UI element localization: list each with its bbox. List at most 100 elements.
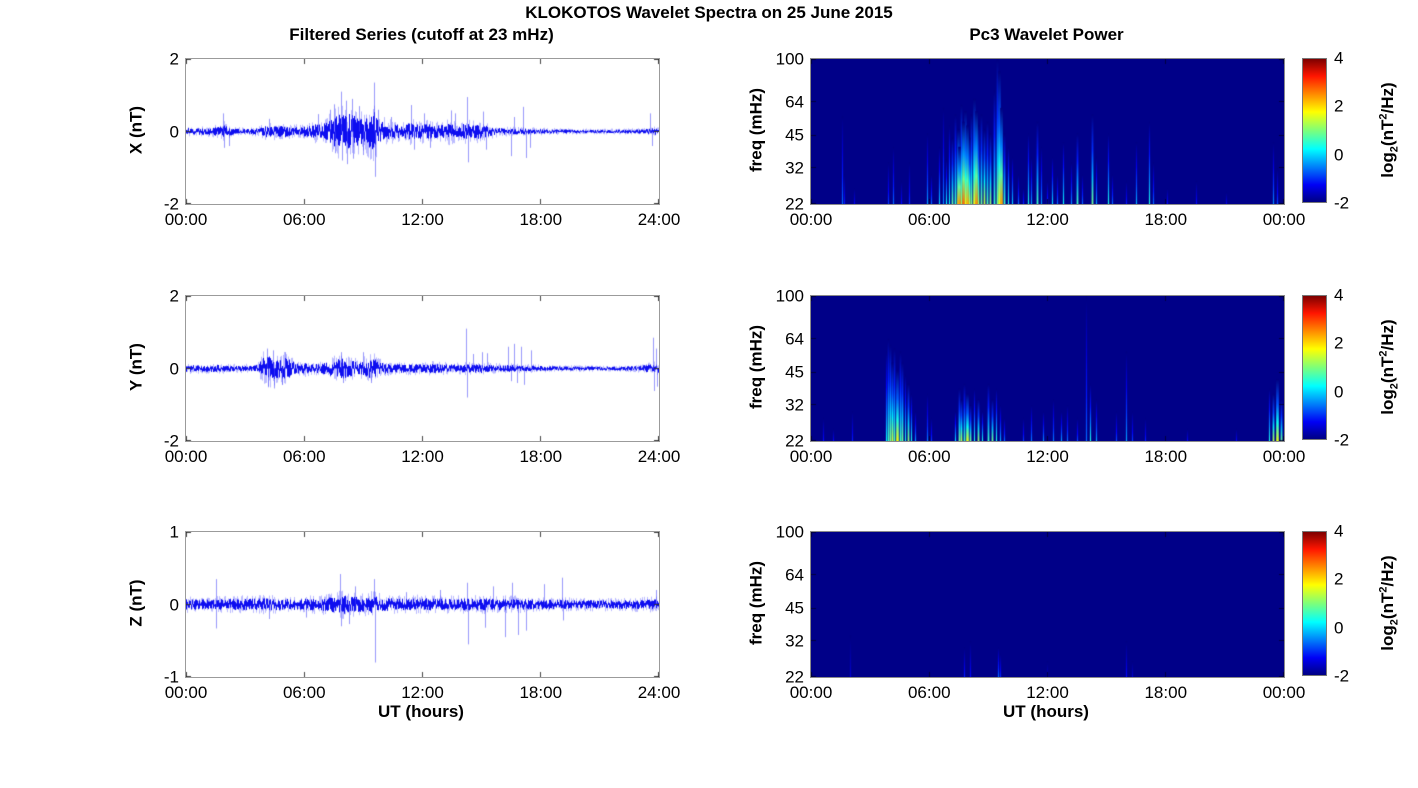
freq-tick-label: 32 <box>785 395 804 415</box>
x-axis-tick-label: 00:00 <box>789 683 833 702</box>
colorbar-label-text: log <box>1378 389 1398 415</box>
y-axis-tick-label: 0 <box>169 359 179 378</box>
colorbar-gradient <box>1302 295 1327 440</box>
colorbar-tick-label: 4 <box>1334 521 1344 541</box>
colorbar-tick-label: -2 <box>1334 193 1350 213</box>
colorbar-label-sup: 2 <box>1377 350 1390 357</box>
x-axis-tick-label: 06:00 <box>907 683 951 702</box>
x-axis-tick-label: 00:00 <box>1262 447 1306 466</box>
colorbar-tick-label: 0 <box>1334 382 1344 402</box>
freq-tick-label: 64 <box>785 92 804 112</box>
y-axis-tick-label: 2 <box>169 286 179 306</box>
colorbar-label-text: /Hz) <box>1378 319 1398 351</box>
freq-ylabel: freq (mHz) <box>746 324 766 410</box>
freq-tick-label: 100 <box>775 49 804 69</box>
left-column-title: Filtered Series (cutoff at 23 mHz) <box>289 25 554 44</box>
y-axis-tick-label: -2 <box>163 431 179 451</box>
x-series-panel: 2 0 -2 00:00 06:00 12:00 18:00 24:00 <box>164 51 680 229</box>
figure-title: KLOKOTOS Wavelet Spectra on 25 June 2015 <box>525 3 893 22</box>
colorbar-label-text: /Hz) <box>1378 82 1398 114</box>
colorbar-tick-label: -2 <box>1334 430 1350 450</box>
colorbar-tick-label: 2 <box>1334 333 1344 353</box>
y-axis-tick-label: -1 <box>163 667 179 687</box>
colorbar-tick-label: -2 <box>1334 666 1350 686</box>
colorbar-tick-label: 4 <box>1334 48 1344 68</box>
colorbar-label-text: (nT <box>1378 356 1398 384</box>
y-axis-tick-label: 1 <box>169 522 179 542</box>
freq-tick-label: 45 <box>785 598 804 618</box>
z-spectrogram-plot <box>811 532 1284 677</box>
x-axis-tick-label: 00:00 <box>1262 210 1306 229</box>
colorbar-label-text: log <box>1378 152 1398 178</box>
colorbar-gradient <box>1302 531 1327 676</box>
x-axis-tick-label: 12:00 <box>1026 447 1069 466</box>
x-axis-tick-label: 12:00 <box>1026 210 1069 229</box>
freq-tick-label: 64 <box>785 329 804 349</box>
freq-tick-label: 32 <box>785 631 804 651</box>
freq-tick-label: 22 <box>785 667 804 687</box>
colorbar-label-sub: 2 <box>1388 619 1401 626</box>
x-axis-tick-label: 24:00 <box>637 683 681 702</box>
x-axis-tick-label: 00:00 <box>164 210 208 229</box>
colorbar-label-sup: 2 <box>1377 113 1390 120</box>
colorbar-tick-label: 4 <box>1334 285 1344 305</box>
x-axis-tick-label: 24:00 <box>637 210 681 229</box>
freq-tick-label: 100 <box>775 286 804 306</box>
x-axis-tick-label: 12:00 <box>401 683 444 702</box>
freq-tick-label: 45 <box>785 362 804 382</box>
freq-tick-label: 22 <box>785 194 804 214</box>
colorbar-label-text: (nT <box>1378 119 1398 147</box>
y-spectrogram-panel: 100 64 45 32 22 00:00 06:00 12:00 18:00 … <box>776 288 1306 466</box>
x-axis-tick-label: 06:00 <box>282 683 326 702</box>
z-series-plot <box>186 532 659 677</box>
colorbar-tick-label: 0 <box>1334 145 1344 165</box>
x-axis-tick-label: 00:00 <box>1262 683 1306 702</box>
y-axis-tick-label: 0 <box>169 122 179 141</box>
x-axis-tick-label: 06:00 <box>282 210 326 229</box>
x-axis-tick-label: 18:00 <box>1144 447 1188 466</box>
y-series-plot <box>186 296 659 441</box>
x-axis-tick-label: 06:00 <box>282 447 326 466</box>
freq-ylabel: freq (mHz) <box>746 87 766 173</box>
x-axis-tick-label: 12:00 <box>401 210 444 229</box>
x-axis-tick-label: 12:00 <box>401 447 444 466</box>
colorbar-tick-label: 2 <box>1334 569 1344 589</box>
colorbar: 4 2 0 -2 <box>1302 523 1349 685</box>
x-series-ylabel: X (nT) <box>126 105 146 155</box>
colorbar-label-sup: 2 <box>1377 586 1390 593</box>
colorbar-label-text: (nT <box>1378 592 1398 620</box>
z-spectrogram-panel: 100 64 45 32 22 00:00 06:00 12:00 18:00 … <box>776 524 1306 702</box>
z-series-panel: 1 0 -1 00:00 06:00 12:00 18:00 24:00 <box>164 524 680 702</box>
colorbar-tick-label: 2 <box>1334 96 1344 116</box>
x-axis-tick-label: 18:00 <box>519 447 563 466</box>
freq-tick-label: 45 <box>785 125 804 145</box>
y-series-panel: 2 0 -2 00:00 06:00 12:00 18:00 24:00 <box>164 288 680 466</box>
colorbar-tick-label: 0 <box>1334 618 1344 638</box>
x-axis-tick-label: 06:00 <box>907 447 951 466</box>
colorbar-label-text: log <box>1378 625 1398 651</box>
y-axis-tick-label: -2 <box>163 194 179 214</box>
y-spectrogram-plot <box>811 296 1284 441</box>
x-spectrogram-panel: 100 64 45 32 22 00:00 06:00 12:00 18:00 … <box>776 51 1306 229</box>
x-axis-tick-label: 18:00 <box>519 210 563 229</box>
y-axis-tick-label: 0 <box>169 595 179 614</box>
x-axis-tick-label: 12:00 <box>1026 683 1069 702</box>
x-spectrogram-plot <box>811 59 1284 204</box>
freq-tick-label: 64 <box>785 565 804 585</box>
colorbar: 4 2 0 -2 <box>1302 50 1349 212</box>
x-series-plot <box>186 59 659 204</box>
x-axis-tick-label: 00:00 <box>164 683 208 702</box>
x-axis-tick-label: 18:00 <box>519 683 563 702</box>
colorbar-label: log2(nT2/Hz) <box>1373 295 1401 440</box>
colorbar: 4 2 0 -2 <box>1302 287 1349 449</box>
ut-hours-label-left: UT (hours) <box>378 702 464 721</box>
right-column-title: Pc3 Wavelet Power <box>969 25 1124 44</box>
z-series-ylabel: Z (nT) <box>126 579 146 627</box>
ut-hours-label-right: UT (hours) <box>1003 702 1089 721</box>
colorbar-gradient <box>1302 58 1327 203</box>
y-series-ylabel: Y (nT) <box>126 343 146 391</box>
x-axis-tick-label: 18:00 <box>1144 210 1188 229</box>
freq-tick-label: 22 <box>785 431 804 451</box>
colorbar-label-sub: 2 <box>1388 146 1401 153</box>
